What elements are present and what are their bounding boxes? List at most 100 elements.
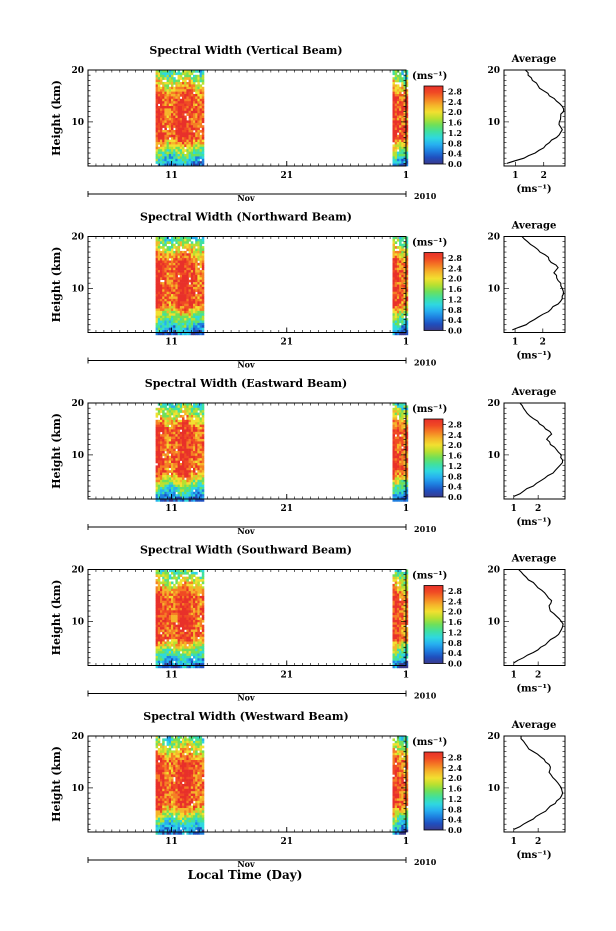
profile-frame <box>503 735 566 833</box>
month-label: Nov <box>237 193 255 203</box>
profile-title: Average <box>511 387 557 398</box>
colorbar-unit: (ms⁻¹) <box>412 737 447 748</box>
profile-line <box>512 236 565 331</box>
colorbar-tick-label: 0.0 <box>448 159 462 169</box>
colorbar-tick-label: 0.8 <box>448 638 462 648</box>
colorbar-tick-label: 1.6 <box>448 284 462 294</box>
plot-frame <box>87 735 407 833</box>
colorbar-tick-label: 2.8 <box>448 752 462 762</box>
profile-y-tick-label: 10 <box>487 617 500 627</box>
colorbar-tick-label: 1.6 <box>448 784 462 794</box>
month-label: Nov <box>237 526 255 536</box>
colorbar-tick-label: 2.0 <box>448 274 462 284</box>
y-tick-label: 20 <box>71 566 84 576</box>
month-label: Nov <box>237 859 255 869</box>
y-tick-label: 20 <box>71 399 84 409</box>
colorbar <box>423 751 444 831</box>
colorbar-tick-label: 2.0 <box>448 107 462 117</box>
y-tick-label: 10 <box>71 284 84 294</box>
colorbar-tick-label: 1.2 <box>448 294 462 304</box>
colorbar-tick-label: 0.4 <box>448 815 462 825</box>
colorbar-tick-label: 1.6 <box>448 118 462 128</box>
profile-x-label: (ms⁻¹) <box>516 517 551 528</box>
profile-title: Average <box>511 554 557 565</box>
profile-y-tick-label: 10 <box>487 118 500 128</box>
y-axis-label: Height (km) <box>50 580 63 656</box>
colorbar-tick-label: 0.0 <box>448 492 462 502</box>
colorbar-tick-label: 0.4 <box>448 149 462 159</box>
profile-y-tick-label: 20 <box>487 732 500 742</box>
colorbar-tick-label: 2.8 <box>448 586 462 596</box>
colorbar-unit: (ms⁻¹) <box>412 404 447 415</box>
colorbar <box>423 418 444 498</box>
x-axis-label: Local Time (Day) <box>188 868 303 882</box>
colorbar-tick-label: 2.8 <box>448 419 462 429</box>
profile-x-label: (ms⁻¹) <box>516 850 551 861</box>
y-tick-label: 20 <box>71 233 84 243</box>
panel-4: Spectral Width (Southward Beam) Height (k… <box>50 544 566 703</box>
colorbar-tick-label: 0.8 <box>448 804 462 814</box>
x-tick-label: 1 <box>403 171 409 181</box>
panel-3: Spectral Width (Eastward Beam) Height (km… <box>50 377 566 536</box>
colorbar-tick-label: 2.4 <box>448 263 462 273</box>
colorbar-tick-label: 0.0 <box>448 326 462 336</box>
colorbar-tick-label: 0.0 <box>448 825 462 835</box>
colorbar-tick-label: 2.4 <box>448 97 462 107</box>
colorbar-tick-label: 0.8 <box>448 138 462 148</box>
x-tick-label: 11 <box>165 338 178 348</box>
profile-line <box>506 69 565 164</box>
colorbar-unit: (ms⁻¹) <box>412 238 447 249</box>
profile-x-tick-label: 1 <box>511 671 517 681</box>
x-tick-label: 21 <box>280 338 293 348</box>
colorbar-tick-label: 2.8 <box>448 86 462 96</box>
colorbar-tick-label: 2.4 <box>448 596 462 606</box>
panel-title: Spectral Width (Southward Beam) <box>140 544 352 557</box>
heatmap-cells <box>155 403 409 502</box>
year-label: 2010 <box>414 857 437 867</box>
profile-frame <box>503 236 566 333</box>
x-tick-label: 1 <box>403 504 409 514</box>
year-label: 2010 <box>414 691 437 701</box>
plot-frame <box>87 69 407 167</box>
panels-group: Spectral Width (Vertical Beam) Height (km… <box>50 44 566 869</box>
colorbar-tick-label: 1.2 <box>448 461 462 471</box>
profile-title: Average <box>511 54 557 65</box>
heatmap-cells <box>155 236 409 336</box>
profile-x-tick-label: 2 <box>541 171 547 181</box>
colorbar-tick-label: 0.0 <box>448 659 462 669</box>
panel-2: Spectral Width (Northward Beam) Height (k… <box>50 211 566 370</box>
x-tick-label: 21 <box>280 671 293 681</box>
month-label: Nov <box>237 360 255 370</box>
y-tick-label: 20 <box>71 732 84 742</box>
plot-frame <box>87 236 407 333</box>
profile-line <box>513 735 564 830</box>
panel-title: Spectral Width (Northward Beam) <box>140 211 352 224</box>
profile-x-label: (ms⁻¹) <box>516 351 551 362</box>
profile-y-tick-label: 20 <box>487 399 500 409</box>
x-tick-label: 11 <box>165 837 178 847</box>
colorbar <box>423 585 444 664</box>
profile-y-tick-label: 20 <box>487 566 500 576</box>
y-axis-label: Height (km) <box>50 247 63 323</box>
colorbar-tick-label: 0.4 <box>448 315 462 325</box>
x-tick-label: 1 <box>403 338 409 348</box>
profile-frame <box>503 402 566 500</box>
colorbar <box>423 252 444 331</box>
profile-x-tick-label: 2 <box>540 338 546 348</box>
colorbar-tick-label: 2.4 <box>448 430 462 440</box>
profile-y-tick-label: 20 <box>487 233 500 243</box>
profile-x-label: (ms⁻¹) <box>516 684 551 695</box>
profile-x-label: (ms⁻¹) <box>516 184 551 195</box>
plot-frame <box>87 569 407 666</box>
colorbar-tick-label: 1.6 <box>448 451 462 461</box>
panel-title: Spectral Width (Eastward Beam) <box>145 377 347 390</box>
year-label: 2010 <box>414 358 437 368</box>
heatmap-cells <box>155 70 409 167</box>
colorbar-tick-label: 0.4 <box>448 648 462 658</box>
x-tick-label: 21 <box>280 171 293 181</box>
heatmap-cells <box>155 569 409 669</box>
y-axis-label: Height (km) <box>50 746 63 822</box>
profile-y-tick-label: 10 <box>487 784 500 794</box>
profile-line <box>513 402 564 497</box>
